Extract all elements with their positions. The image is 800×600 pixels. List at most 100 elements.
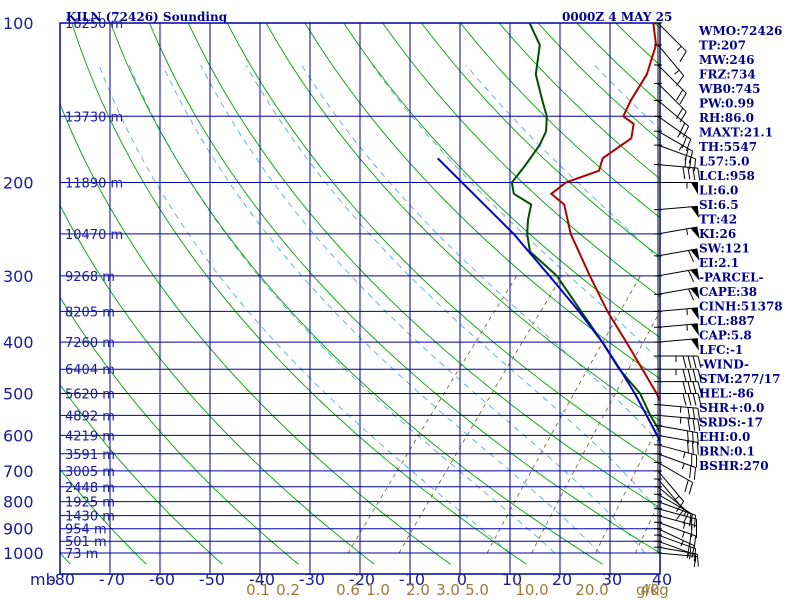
moist-adiabat: [301, 64, 660, 445]
parcel-profile-line: [436, 157, 660, 444]
wind-barb: [657, 182, 699, 195]
dry-adiabat: [226, 23, 660, 465]
stat-line: TT:42: [699, 213, 737, 227]
dry-adiabat: [421, 23, 660, 258]
stat-line: LCL:958: [699, 169, 755, 183]
stat-line: TH:5547: [699, 140, 757, 154]
dry-adiabat: [187, 23, 660, 509]
stats-panel: WMO:72426TP:207MW:246FRZ:734WB0:745PW:0.…: [698, 24, 783, 473]
stat-line: STM:277/17: [699, 372, 780, 386]
wind-barb: [657, 268, 700, 283]
dry-adiabat: [382, 23, 660, 298]
wind-barb: [657, 453, 697, 480]
dry-adiabat: [343, 23, 660, 338]
chart-title: KILN (72426) Sounding: [66, 10, 228, 24]
mixing-ratio-tick-label: 0.1: [246, 581, 270, 599]
dry-adiabat: [110, 23, 603, 565]
mixing-ratio-line: [531, 310, 660, 554]
wind-barb: [657, 404, 701, 421]
height-label: 11890 m: [65, 177, 123, 192]
height-label: 16250 m: [65, 17, 123, 32]
dry-adiabat: [265, 23, 660, 422]
mixing-ratio-tick-label: 10.0: [515, 581, 548, 599]
stat-line: L57:5.0: [699, 155, 749, 169]
stat-line: MW:246: [699, 53, 754, 67]
dry-adiabat: [60, 204, 375, 565]
stat-line: BSHR:270: [699, 459, 769, 473]
stat-line: WB0:745: [698, 82, 760, 96]
height-label: 4892 m: [65, 409, 115, 424]
frame-grid: [59, 22, 661, 575]
temperature-tick-label: 30: [602, 570, 622, 589]
mixing-ratio-tick-label: 0.2: [276, 581, 300, 599]
moist-adiabat: [245, 64, 660, 514]
pressure-tick-label: 500: [3, 384, 34, 403]
stat-line: EI:2.1: [699, 256, 739, 270]
stat-line: PW:0.99: [699, 97, 754, 111]
dry-adiabat: [304, 23, 660, 380]
stat-line: LFC:-1: [699, 343, 743, 357]
moist-adiabat: [128, 64, 556, 554]
stat-line: CINH:51378: [699, 300, 783, 314]
height-label: 4219 m: [65, 429, 115, 444]
mixing-ratio-tick-label: 2.0: [406, 581, 430, 599]
pressure-tick-label: 200: [3, 174, 34, 193]
stat-line: SW:121: [699, 242, 750, 256]
stat-line: CAP:5.8: [699, 329, 752, 343]
height-label: 13730 m: [65, 110, 123, 125]
dry-adiabat: [71, 23, 527, 565]
stat-line: LCL:887: [699, 314, 755, 328]
wind-barb: [657, 83, 687, 123]
stat-line: SI:6.5: [699, 198, 739, 212]
stat-line: LI:6.0: [699, 184, 738, 198]
height-label: 6404 m: [65, 363, 115, 378]
height-label: 7260 m: [65, 336, 115, 351]
plot-frame: [59, 22, 661, 575]
dry-adiabat: [60, 102, 451, 565]
wind-barb: [657, 381, 702, 394]
temperature-tick-label: 0: [457, 570, 467, 589]
height-label: 1925 m: [65, 496, 115, 511]
height-label: 501 m: [65, 535, 107, 550]
height-label: 9268 m: [65, 270, 115, 285]
height-label: 10470 m: [65, 228, 123, 243]
temperature-tick-label: -10: [399, 570, 425, 589]
temperature-tick-label: -80: [49, 570, 75, 589]
wind-barb: [657, 44, 685, 86]
height-label: 3591 m: [65, 448, 115, 463]
wind-barb-column: [654, 22, 702, 568]
stat-line: TP:207: [699, 39, 746, 53]
dry-adiabat: [60, 296, 299, 565]
wind-barb: [657, 338, 699, 351]
pressure-tick-label: 600: [3, 426, 34, 445]
stat-line: KI:26: [699, 227, 736, 241]
dry-adiabat: [60, 383, 223, 565]
mixing-ratio-tick-label: 5.0: [465, 581, 489, 599]
wind-barb: [657, 164, 701, 181]
height-label: 954 m: [65, 523, 107, 538]
temperature-tick-label: -50: [199, 570, 225, 589]
height-label: 8205 m: [65, 305, 115, 320]
mixing-ratio-tick-label: 1.0: [366, 581, 390, 599]
height-label: 73 m: [65, 547, 98, 562]
stat-line: CAPE:38: [699, 285, 757, 299]
wind-barb: [657, 478, 685, 520]
height-label: 3005 m: [65, 465, 115, 480]
height-label: 2448 m: [65, 481, 115, 496]
wind-barb: [657, 368, 702, 382]
stat-line: -WIND-: [699, 358, 749, 372]
wind-barb: [657, 226, 700, 239]
stat-line: EHI:0.0: [699, 430, 750, 444]
stat-line: FRZ:734: [699, 68, 756, 82]
wind-barb: [657, 414, 701, 432]
pressure-tick-label: 900: [3, 520, 34, 539]
temperature-tick-label: 10: [502, 570, 522, 589]
pressure-tick-label: 1000: [3, 544, 44, 563]
height-label: 5620 m: [65, 387, 115, 402]
dry-adiabats: [60, 23, 660, 565]
pressure-unit: mb: [30, 570, 56, 589]
temperature-tick-label: -40: [249, 570, 275, 589]
moist-adiabats: [98, 64, 660, 554]
